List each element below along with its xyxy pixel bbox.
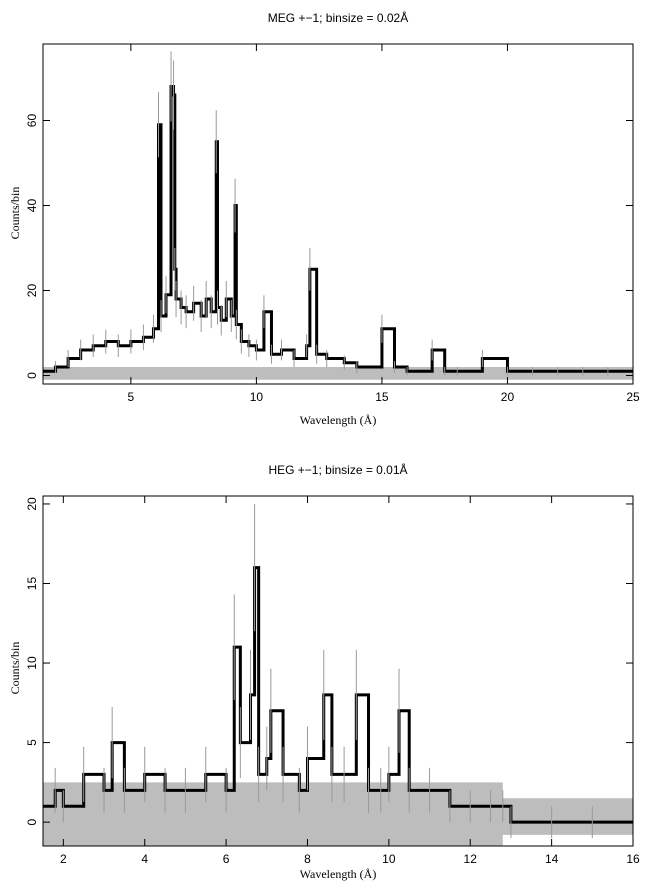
meg-x-tick-label: 25	[626, 390, 640, 404]
heg-y-axis-label: Counts/bin	[8, 642, 22, 695]
meg-spectrum-panel: MEG +−1; binsize = 0.02Å Wavelength (Å) …	[8, 10, 640, 427]
heg-y-tick-label: 20	[25, 497, 39, 511]
heg-chart-title: HEG +−1; binsize = 0.01Å	[268, 462, 407, 477]
heg-x-tick-label: 8	[304, 852, 311, 866]
meg-y-tick-label: 40	[25, 199, 39, 213]
meg-x-axis-label: Wavelength (Å)	[300, 413, 377, 427]
meg-histogram-line	[43, 85, 633, 373]
heg-x-tick-label: 10	[382, 852, 396, 866]
heg-histogram-line	[43, 566, 633, 824]
meg-uncertainty-band	[43, 367, 633, 380]
heg-plot-frame	[42, 495, 634, 847]
heg-y-tick-label: 15	[25, 577, 39, 591]
heg-y-tick-label: 10	[25, 656, 39, 670]
meg-y-tick-label: 20	[25, 284, 39, 298]
meg-y-tick-label: 0	[25, 372, 39, 379]
meg-chart-title: MEG +−1; binsize = 0.02Å	[268, 10, 408, 25]
heg-x-tick-label: 14	[545, 852, 559, 866]
meg-x-tick-label: 20	[501, 390, 515, 404]
meg-x-tick-label: 5	[128, 390, 135, 404]
heg-uncertainty-band	[43, 782, 633, 846]
heg-x-tick-label: 6	[223, 852, 230, 866]
meg-x-tick-label: 15	[375, 390, 389, 404]
meg-y-tick-label: 60	[25, 114, 39, 128]
heg-x-axis-label: Wavelength (Å)	[300, 867, 377, 881]
meg-y-axis-label: Counts/bin	[8, 187, 22, 240]
meg-plot-frame	[42, 43, 634, 385]
meg-plot-area: 5 10 15 20 25 0 20 40 60	[25, 43, 640, 404]
heg-spectrum-panel: HEG +−1; binsize = 0.01Å Wavelength (Å) …	[8, 462, 640, 881]
meg-x-tick-label: 10	[250, 390, 264, 404]
heg-x-tick-label: 2	[60, 852, 67, 866]
heg-x-tick-label: 16	[626, 852, 640, 866]
heg-x-tick-label: 4	[141, 852, 148, 866]
heg-plot-area: 2 4 6 8 10 12 14 16 0 5 10 15 20	[25, 495, 640, 866]
heg-y-tick-label: 0	[25, 818, 39, 825]
heg-y-tick-label: 5	[25, 739, 39, 746]
heg-x-tick-label: 12	[464, 852, 478, 866]
